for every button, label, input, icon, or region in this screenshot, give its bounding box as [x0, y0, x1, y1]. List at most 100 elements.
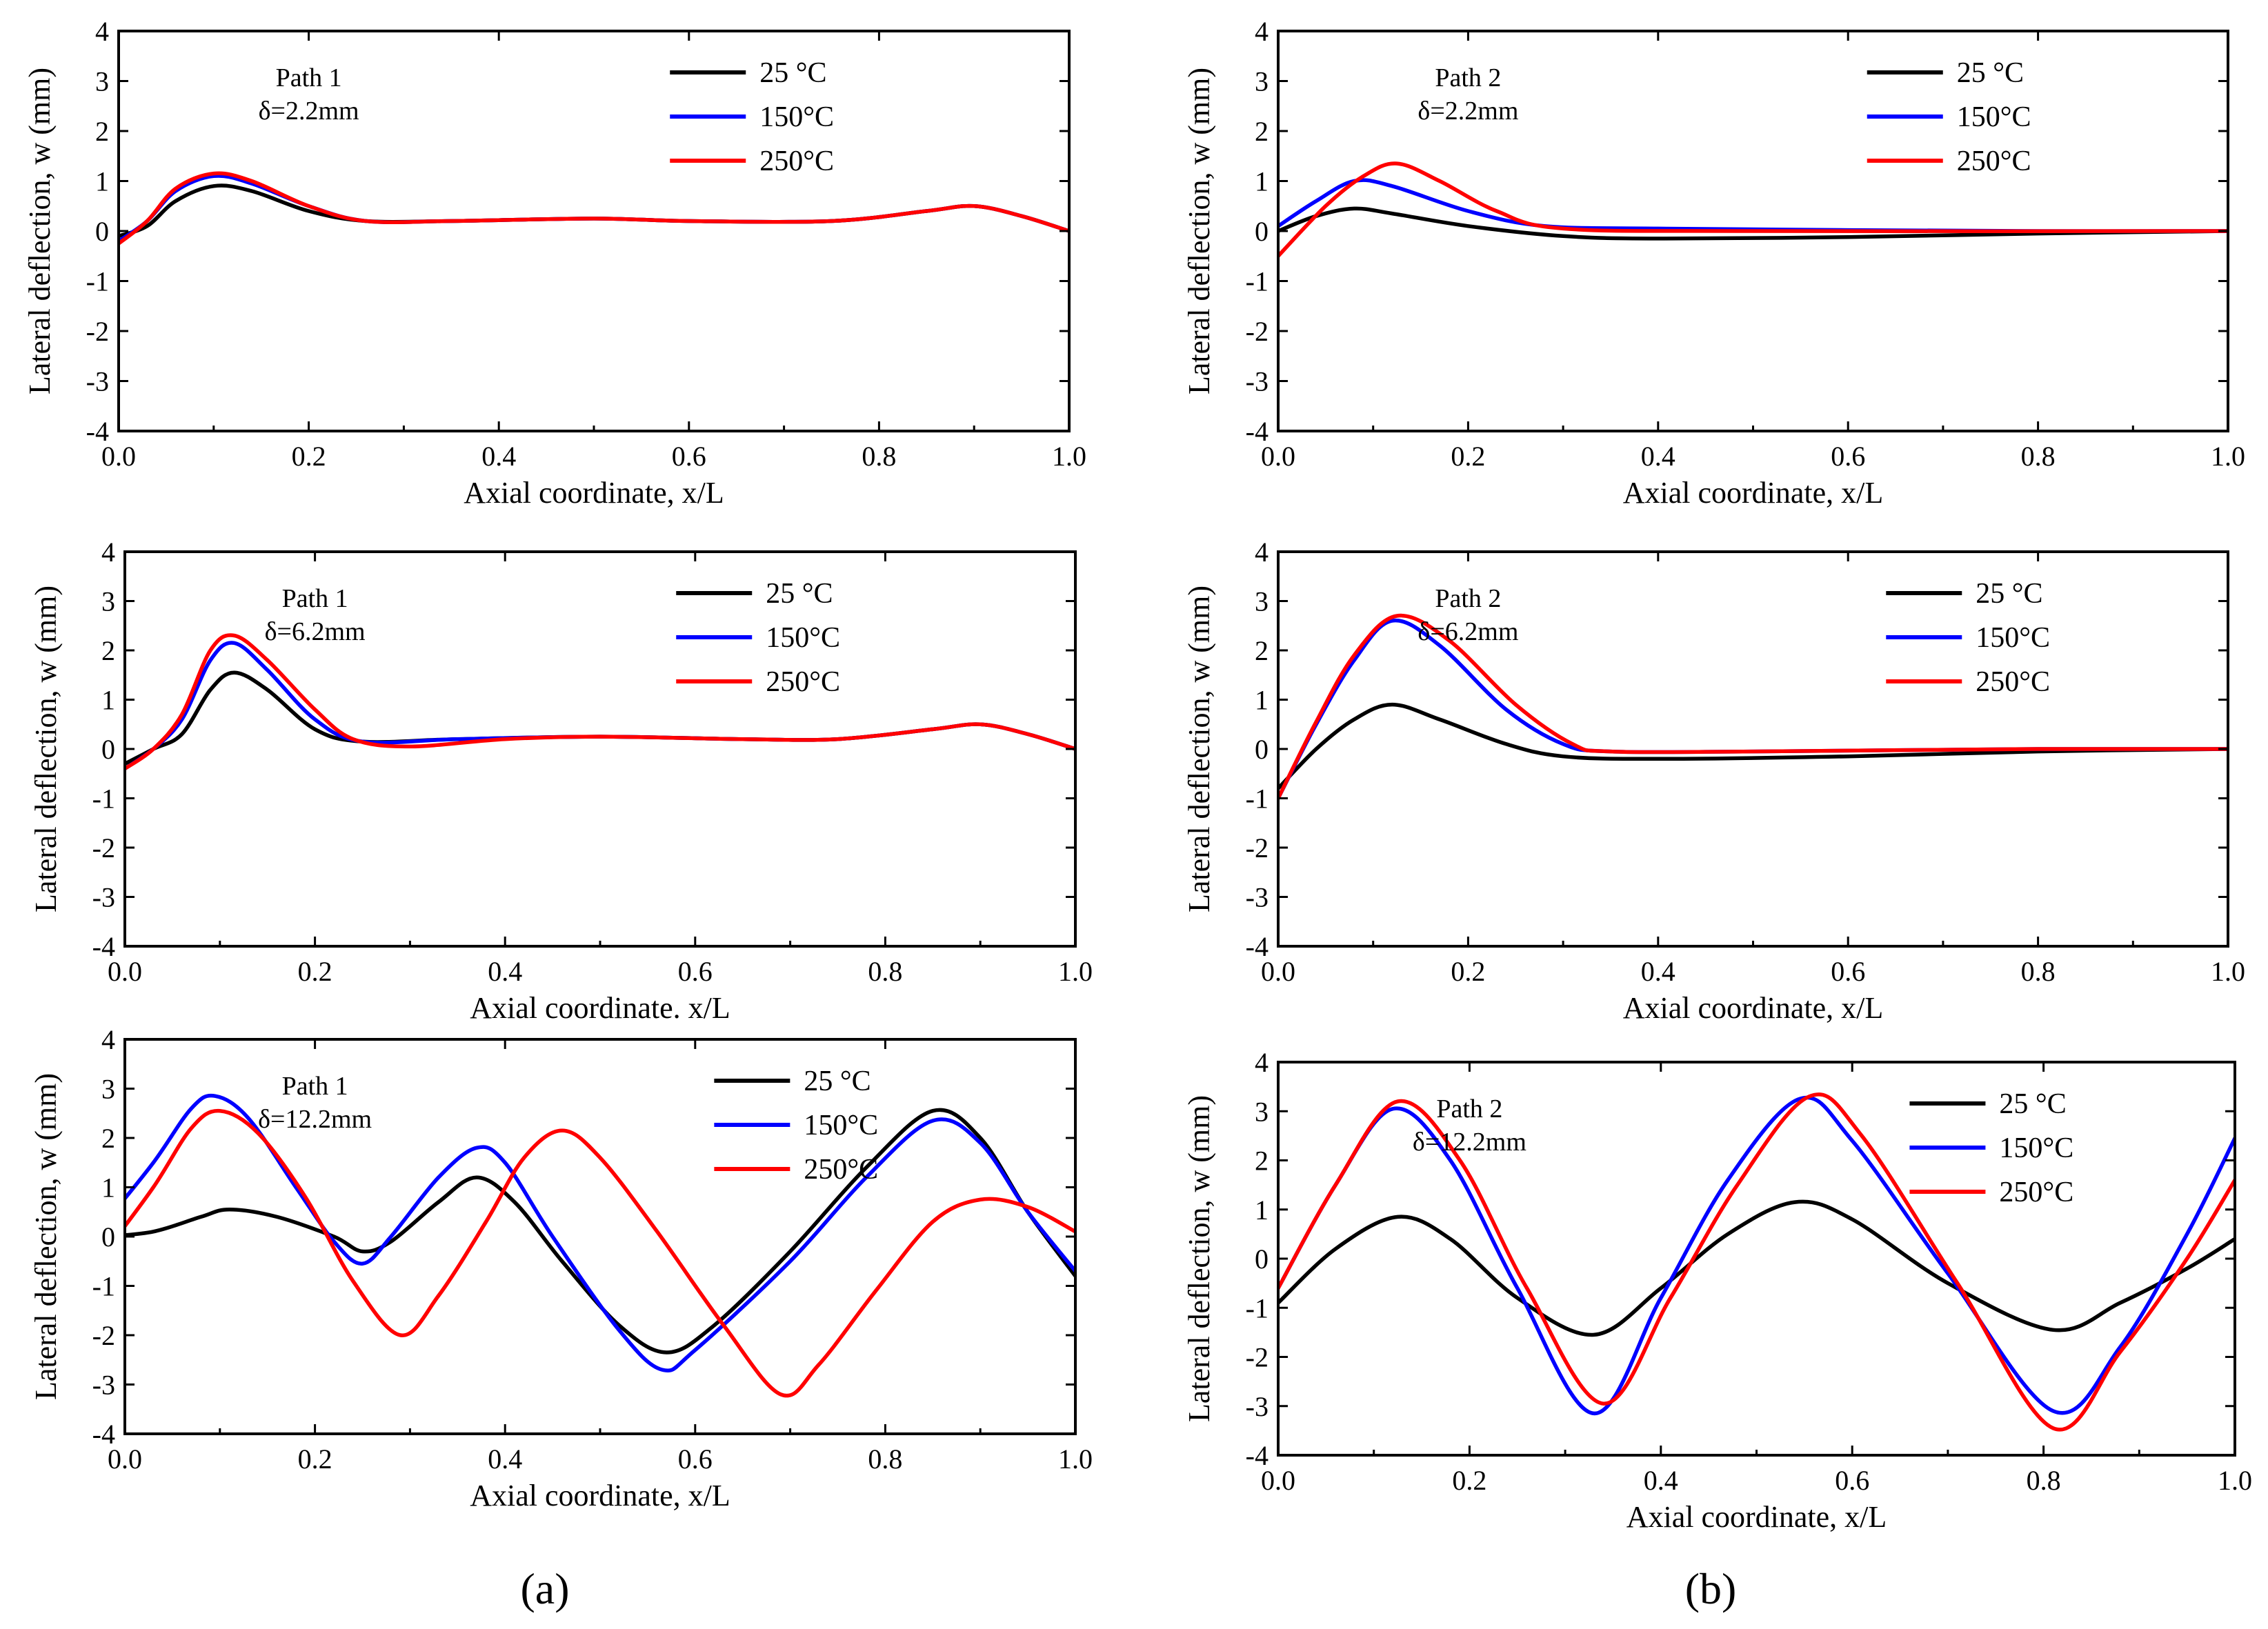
- x-tick-label: 0.4: [1641, 441, 1675, 472]
- x-tick-label: 0.8: [2021, 441, 2056, 472]
- legend-label: 250°C: [1957, 146, 2031, 177]
- series-group: [125, 633, 1075, 771]
- legend-label: 250°C: [766, 666, 840, 698]
- y-tick-label: 1: [101, 685, 115, 716]
- series-line-0: [1278, 206, 2228, 241]
- y-tick-label: -1: [86, 266, 109, 297]
- y-tick-label: -3: [1246, 366, 1269, 397]
- y-tick-label: -4: [92, 1419, 115, 1450]
- x-tick-label: 1.0: [2211, 956, 2245, 987]
- y-axis-label: Lateral deflection, w (mm): [1182, 68, 1216, 394]
- x-tick-label: 0.8: [868, 1443, 902, 1475]
- chart-panel: 0.0 0.2 0.4 0.6 0.8 1.0 4 3 2 1 0 -1 -2 -3 -4 Axial coo…: [23, 16, 1086, 510]
- y-tick-label: -2: [1246, 1342, 1269, 1373]
- chart-panel: 0.0 0.2 0.4 0.6 0.8 1.0 4 3 2 1 0 -1 -2 -3 -4 Axial coo…: [1182, 537, 2245, 1025]
- x-tick-label: 1.0: [2218, 1465, 2252, 1496]
- y-tick-label: 3: [95, 66, 109, 97]
- legend-label: 25 °C: [1999, 1088, 2066, 1120]
- x-tick-label: 0.6: [672, 441, 706, 472]
- y-tick-label: 4: [1255, 1047, 1269, 1078]
- legend-label: 150°C: [1957, 101, 2031, 133]
- series-line-0: [125, 1108, 1075, 1355]
- y-tick-label: -3: [92, 882, 115, 913]
- x-tick-label: 0.2: [298, 956, 332, 987]
- x-tick-label: 0.2: [1451, 441, 1485, 472]
- plot-frame: [123, 1038, 1077, 1435]
- x-tick-label: 0.4: [481, 441, 516, 472]
- y-tick-label: -2: [92, 1320, 115, 1351]
- x-tick-label: 0.8: [868, 956, 902, 987]
- chart-panel: 0.0 0.2 0.4 0.6 0.8 1.0 4 3 2 1 0 -1 -2 -3 -4 Axial coo…: [1182, 1047, 2252, 1534]
- y-tick-label: -2: [86, 316, 109, 347]
- x-tick-label: 0.2: [1452, 1465, 1486, 1496]
- y-tick-label: -2: [92, 832, 115, 863]
- x-axis-label: Axial coordinate, x/L: [464, 476, 724, 510]
- y-tick-label: 4: [95, 16, 109, 47]
- caption-b: (b): [1685, 1564, 1737, 1613]
- y-tick-label: -4: [86, 416, 109, 447]
- plot-annotation: Path 1: [276, 63, 342, 92]
- legend-label: 150°C: [759, 101, 834, 133]
- plot-annotation: δ=12.2mm: [1413, 1128, 1526, 1157]
- x-tick-label: 0.6: [678, 1443, 713, 1475]
- x-tick-label: 1.0: [1058, 1443, 1093, 1475]
- y-tick-label: 2: [95, 116, 109, 147]
- y-tick-label: -3: [92, 1370, 115, 1401]
- series-line-2: [1278, 161, 2228, 259]
- y-tick-label: -4: [1246, 416, 1269, 447]
- legend-label: 250°C: [759, 146, 834, 177]
- y-tick-label: 3: [1255, 66, 1269, 97]
- series-line-2: [125, 1108, 1075, 1398]
- y-tick-label: 4: [1255, 16, 1269, 47]
- plot-annotation: δ=6.2mm: [1418, 617, 1518, 646]
- y-tick-label: 4: [101, 1024, 115, 1055]
- series-line-0: [1278, 702, 2228, 790]
- y-tick-label: 0: [101, 734, 115, 765]
- y-tick-label: 1: [101, 1172, 115, 1203]
- y-tick-label: -4: [1246, 1440, 1269, 1471]
- plot-annotation: Path 2: [1435, 63, 1501, 92]
- x-tick-label: 1.0: [2211, 441, 2245, 472]
- plot-annotation: Path 1: [282, 1072, 348, 1101]
- x-tick-label: 0.0: [101, 441, 136, 472]
- legend-label: 250°C: [1976, 666, 2050, 698]
- y-tick-label: -3: [1246, 1391, 1269, 1422]
- y-tick-label: 2: [101, 1123, 115, 1154]
- x-axis-label: Axial coordinate, x/L: [1623, 476, 1884, 510]
- x-tick-label: 0.4: [488, 1443, 522, 1475]
- series-line-1: [1278, 1095, 2235, 1416]
- series-line-0: [1278, 1199, 2235, 1337]
- series-line-2: [119, 171, 1069, 246]
- x-tick-label: 0.6: [1831, 956, 1865, 987]
- x-tick-label: 0.6: [678, 956, 713, 987]
- y-tick-label: 0: [1255, 216, 1269, 247]
- legend-label: 150°C: [804, 1110, 878, 1141]
- x-tick-label: 0.0: [108, 1443, 142, 1475]
- series-line-2: [125, 633, 1075, 771]
- x-tick-label: 0.4: [1644, 1465, 1678, 1496]
- series-line-0: [125, 670, 1075, 766]
- caption-a: (a): [520, 1564, 569, 1613]
- series-group: [1278, 161, 2228, 259]
- series-group: [125, 1093, 1075, 1398]
- y-tick-label: 3: [101, 1074, 115, 1105]
- plot-annotation: δ=6.2mm: [265, 617, 366, 646]
- y-tick-label: -2: [1246, 316, 1269, 347]
- chart-panel: 0.0 0.2 0.4 0.6 0.8 1.0 4 3 2 1 0 -1 -2 -3 -4 Axial coo…: [1182, 16, 2245, 510]
- series-line-1: [1278, 178, 2228, 233]
- series-group: [1278, 613, 2228, 801]
- x-tick-label: 0.6: [1831, 441, 1865, 472]
- y-tick-label: 0: [101, 1221, 115, 1252]
- x-tick-label: 0.0: [1261, 956, 1295, 987]
- y-tick-label: 0: [1255, 734, 1269, 765]
- plot-frame: [123, 550, 1077, 948]
- x-tick-label: 1.0: [1052, 441, 1086, 472]
- legend-label: 25 °C: [1957, 57, 2024, 89]
- plot-annotation: Path 2: [1436, 1095, 1502, 1123]
- x-axis-label: Axial coordinate. x/L: [470, 991, 730, 1025]
- legend-label: 250°C: [804, 1154, 878, 1186]
- plot-annotation: Path 2: [1435, 584, 1501, 613]
- y-tick-label: -1: [1246, 1292, 1269, 1323]
- y-tick-label: -3: [1246, 882, 1269, 913]
